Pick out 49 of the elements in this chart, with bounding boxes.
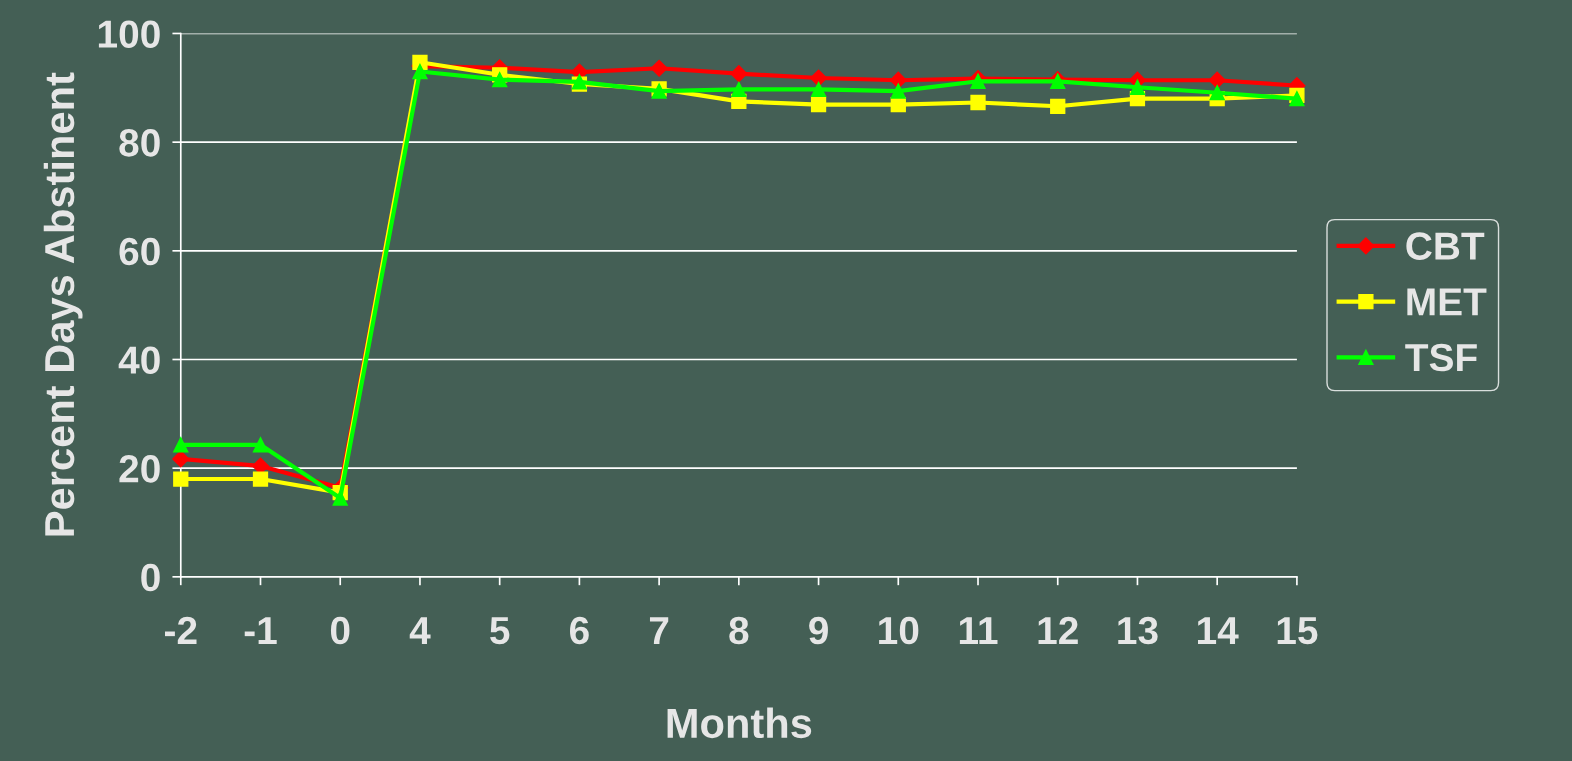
y-tick-label: 60	[119, 237, 160, 266]
point	[730, 65, 748, 83]
point	[731, 81, 747, 98]
x-tick-label: 12	[1038, 616, 1078, 644]
point	[1129, 79, 1146, 95]
point	[970, 94, 986, 111]
x-tick-label: 5	[490, 617, 510, 645]
y-tick-label: 0	[141, 563, 160, 592]
legend-label: TSF	[1405, 343, 1477, 372]
point	[1208, 71, 1226, 89]
point	[650, 59, 668, 77]
x-tick-label: 6	[570, 616, 589, 645]
point	[412, 54, 428, 70]
x-tick-label: -2	[165, 616, 197, 644]
point	[332, 490, 348, 506]
x-tick-label: 15	[1277, 617, 1318, 645]
point	[890, 83, 906, 99]
x-tick-label: 11	[959, 617, 998, 644]
point	[492, 72, 508, 88]
x-tick-label: 7	[649, 617, 669, 644]
x-tick-label: 4	[409, 617, 431, 644]
y-axis-title: Percent Days Abstinent	[43, 72, 83, 536]
x-tick-label: 9	[809, 616, 828, 645]
point	[889, 71, 907, 89]
x-axis-title: Months	[667, 707, 812, 739]
point	[173, 471, 189, 487]
point	[810, 81, 827, 98]
x-tick-label: -1	[244, 617, 277, 644]
point	[252, 471, 269, 487]
legend-label: CBT	[1406, 232, 1485, 260]
point	[1209, 85, 1225, 101]
y-tick-label: 40	[118, 346, 160, 374]
y-tick-label: 100	[98, 20, 160, 48]
x-tick-label: 10	[879, 616, 919, 645]
point	[810, 97, 827, 113]
x-tick-label: 13	[1118, 616, 1158, 645]
point	[173, 437, 189, 453]
point	[172, 450, 190, 468]
point	[810, 69, 828, 87]
point	[252, 437, 269, 453]
point	[412, 63, 428, 80]
legend-label: MET	[1407, 288, 1487, 316]
point	[1050, 98, 1066, 114]
x-tick-label: 14	[1198, 617, 1239, 644]
x-tick-label: 8	[729, 616, 749, 645]
x-tick-label: 0	[330, 616, 350, 645]
y-tick-label: 20	[119, 455, 160, 483]
y-tick-label: 80	[119, 129, 160, 157]
point	[1289, 91, 1305, 107]
